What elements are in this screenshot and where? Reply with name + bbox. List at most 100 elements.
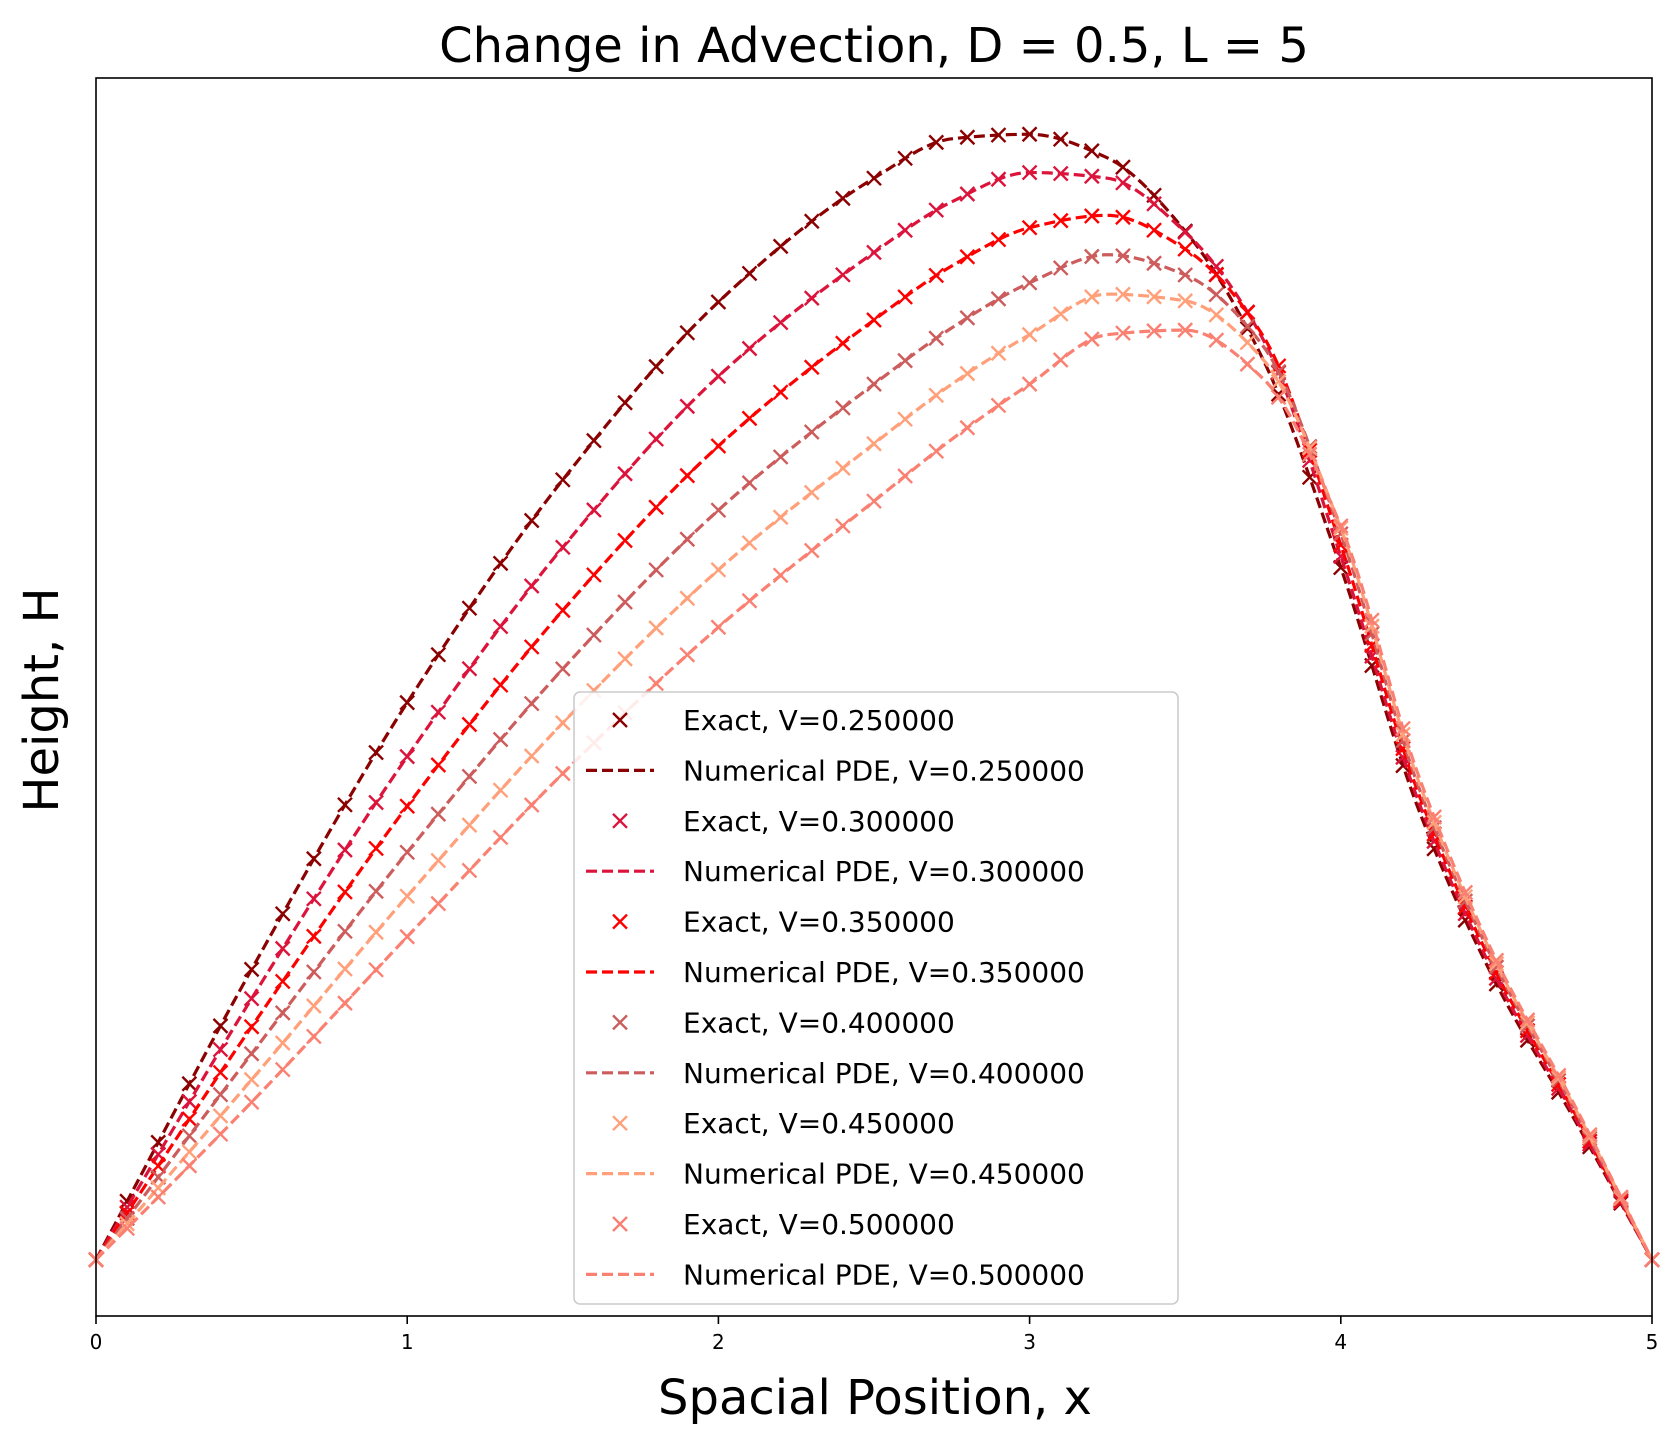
exact-marker: [461, 600, 478, 617]
exact-marker: [772, 314, 789, 331]
legend-label: Exact, V=0.400000: [683, 1006, 955, 1039]
exact-marker: [1115, 174, 1131, 191]
exact-marker: [181, 1127, 198, 1144]
exact-marker: [772, 384, 789, 401]
exact-marker: [586, 627, 602, 643]
exact-marker: [928, 267, 945, 284]
legend-item-exact-v0.3: Exact, V=0.300000: [612, 805, 955, 838]
exact-marker: [243, 961, 260, 978]
exact-marker: [1581, 1126, 1598, 1143]
exact-marker: [866, 493, 882, 510]
exact-marker: [554, 715, 571, 731]
exact-marker: [928, 443, 945, 460]
legend-label: Exact, V=0.500000: [683, 1208, 955, 1241]
exact-marker: [274, 973, 291, 990]
legend-marker: [612, 913, 628, 930]
exact-marker: [430, 646, 447, 663]
exact-marker: [648, 675, 665, 692]
x-tick-label: 0: [90, 1330, 103, 1354]
exact-marker: [897, 468, 913, 484]
exact-marker: [959, 129, 976, 146]
exact-marker: [305, 850, 322, 867]
exact-marker: [710, 368, 727, 385]
exact-marker: [461, 768, 478, 785]
exact-marker: [554, 539, 571, 556]
exact-marker: [1457, 884, 1474, 901]
exact-marker: [150, 1158, 167, 1174]
exact-marker: [648, 358, 665, 375]
exact-marker: [274, 1005, 291, 1021]
exact-marker: [772, 449, 789, 465]
x-tick-label: 2: [712, 1330, 725, 1354]
exact-marker: [1270, 373, 1287, 390]
exact-marker: [959, 186, 976, 202]
x-axis-ticks: 0 1 2 3 4 5: [90, 1316, 1658, 1354]
legend-item-exact-v0.4: Exact, V=0.400000: [612, 1006, 955, 1039]
exact-marker: [803, 542, 820, 559]
exact-marker: [461, 660, 478, 677]
exact-marker: [181, 1157, 198, 1174]
exact-marker: [305, 890, 322, 907]
legend-item-numerical-v0.5: Numerical PDE, V=0.500000: [586, 1258, 1085, 1291]
exact-marker: [492, 731, 509, 748]
exact-marker: [1052, 131, 1069, 148]
exact-marker: [679, 398, 696, 415]
exact-marker: [430, 757, 447, 773]
exact-marker: [1613, 1189, 1629, 1205]
exact-marker: [990, 171, 1007, 188]
exact-marker: [337, 884, 353, 900]
exact-marker: [1332, 548, 1349, 565]
exact-marker: [928, 387, 945, 404]
exact-marker: [181, 1075, 198, 1092]
legend-label: Numerical PDE, V=0.250000: [683, 754, 1085, 787]
legend-marker: [612, 1115, 628, 1132]
exact-marker: [679, 531, 696, 548]
exact-marker: [212, 1018, 229, 1034]
exact-marker: [1208, 332, 1225, 348]
exact-marker: [119, 1199, 135, 1216]
numerical-line-v0.5: [94, 328, 1654, 1261]
legend-marker: [612, 812, 628, 829]
legend: Exact, V=0.250000 Numerical PDE, V=0.2500…: [573, 691, 1179, 1305]
exact-marker: [1021, 164, 1038, 181]
exact-marker: [399, 798, 416, 815]
legend-label: Numerical PDE, V=0.500000: [683, 1258, 1085, 1291]
exact-marker: [1083, 208, 1100, 224]
exact-marker: [212, 1064, 229, 1081]
exact-marker: [741, 535, 758, 551]
exact-marker: [741, 410, 758, 427]
exact-marker: [1177, 322, 1194, 338]
exact-marker: [337, 842, 353, 858]
exact-marker: [274, 940, 291, 957]
exact-marker: [1177, 224, 1194, 241]
exact-marker: [523, 639, 540, 655]
exact-marker: [1115, 247, 1131, 264]
exact-marker: [1239, 334, 1256, 351]
exact-marker: [897, 411, 913, 428]
exact-marker: [523, 797, 540, 813]
legend-label: Numerical PDE, V=0.300000: [683, 855, 1085, 888]
exact-marker: [1146, 195, 1162, 212]
exact-marker: [243, 1094, 260, 1111]
exact-marker: [679, 467, 696, 484]
exact-marker: [523, 695, 540, 712]
exact-marker: [803, 424, 820, 440]
exact-marker: [399, 844, 416, 861]
exact-marker: [1332, 518, 1349, 534]
legend-label: Exact, V=0.250000: [683, 704, 955, 737]
exact-marker: [1146, 255, 1162, 272]
chart-title: Change in Advection, D = 0.5, L = 5: [439, 18, 1309, 74]
exact-marker: [337, 995, 353, 1011]
legend-marker: [612, 712, 628, 728]
plot-area: [88, 77, 1660, 1317]
exact-marker: [1083, 289, 1100, 305]
exact-marker: [274, 905, 291, 922]
exact-marker: [772, 509, 789, 526]
exact-marker: [399, 928, 416, 945]
exact-marker: [1115, 325, 1131, 341]
legend-item-numerical-v0.25: Numerical PDE, V=0.250000: [586, 754, 1085, 787]
exact-marker: [1021, 326, 1038, 343]
exact-marker: [835, 190, 851, 207]
exact-marker: [617, 532, 633, 549]
exact-marker: [897, 289, 913, 305]
